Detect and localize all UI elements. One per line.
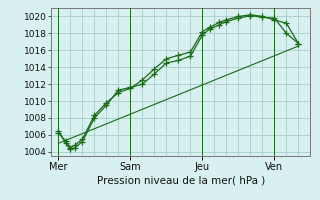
X-axis label: Pression niveau de la mer( hPa ): Pression niveau de la mer( hPa ) — [97, 176, 265, 186]
